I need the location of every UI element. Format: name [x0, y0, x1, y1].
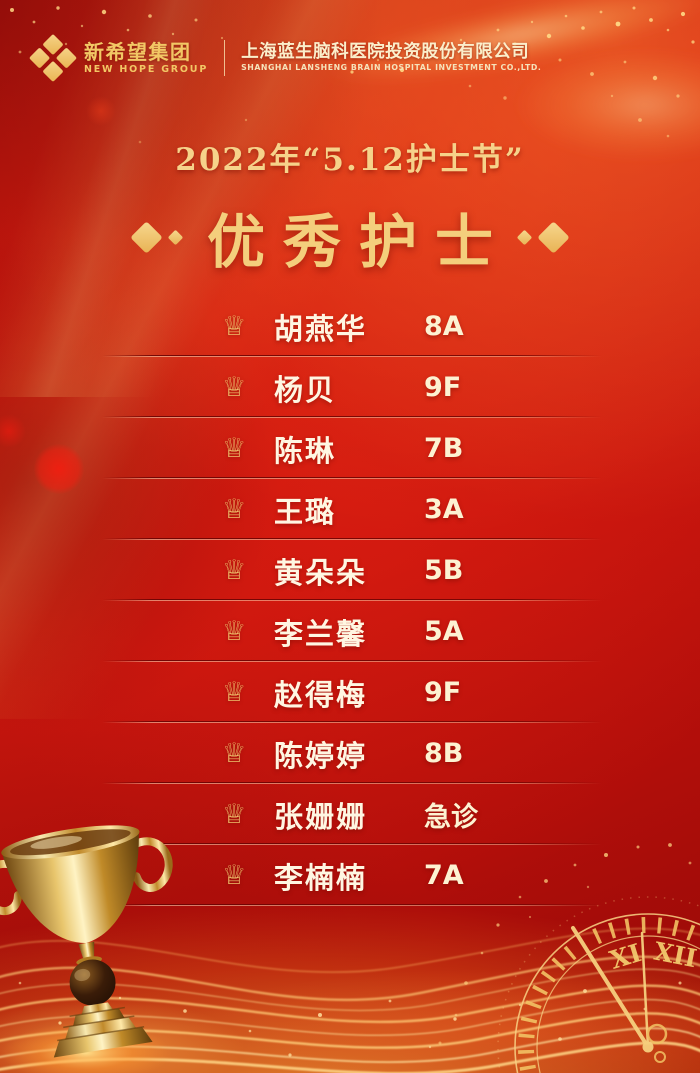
clock-numeral-xi: XI: [606, 938, 644, 975]
nurse-row: ♕ 黄朵朵 5B: [102, 540, 602, 601]
nurse-dept: 5A: [424, 616, 464, 647]
crown-icon: ♕: [222, 494, 247, 525]
diamond-icon: [537, 220, 570, 254]
crown-icon: ♕: [222, 677, 247, 708]
company-name-en: SHANGHAI LANSHENG BRAIN HOSPITAL INVESTM…: [241, 63, 542, 73]
clock-second-hand: [640, 931, 650, 1049]
crown-icon: ♕: [222, 555, 247, 586]
nurse-name: 黄朵朵: [274, 555, 368, 590]
diamond-icon: [167, 229, 184, 245]
nurse-row: ♕ 杨贝 9F: [102, 357, 602, 418]
row-divider: [102, 538, 602, 540]
brand-name-cn: 新希望集团: [84, 39, 192, 64]
header: 新希望集团 NEW HOPE GROUP 上海蓝生脑科医院投资股份有限公司 SH…: [28, 33, 542, 83]
nurse-dept: 急诊: [424, 802, 478, 833]
crown-icon: ♕: [222, 433, 247, 464]
clock-minute-hand: [571, 926, 650, 1049]
nurse-dept: 7B: [424, 433, 464, 464]
row-divider: [102, 477, 602, 479]
row-divider: [102, 660, 602, 662]
crown-icon: ♕: [222, 372, 247, 403]
nurse-dept: 3A: [424, 494, 464, 525]
diamond-decor-left: [130, 220, 184, 254]
brand-name-en: NEW HOPE GROUP: [84, 63, 209, 75]
title-block: 2022年“5.12护士节” 优秀护士: [0, 134, 700, 279]
bokeh-dot: [34, 444, 84, 494]
nurse-row: ♕ 陈婷婷 8B: [102, 723, 602, 784]
crown-icon: ♕: [222, 738, 247, 769]
crown-icon: ♕: [222, 799, 247, 830]
nurse-dept: 5B: [424, 555, 464, 586]
nurse-dept: 8A: [424, 311, 464, 342]
diamond-icon: [130, 220, 163, 254]
nurse-row: ♕ 胡燕华 8A: [102, 296, 602, 357]
nurse-name: 杨贝: [274, 372, 337, 407]
nurse-row: ♕ 陈琳 7B: [102, 418, 602, 479]
page-title: 优秀护士: [206, 208, 511, 276]
nurse-dept: 8B: [424, 738, 464, 769]
row-divider: [102, 416, 602, 418]
clock-decoration: XII XI: [438, 843, 700, 1073]
company-name-cn: 上海蓝生脑科医院投资股份有限公司: [241, 42, 530, 63]
nurse-name: 王璐: [274, 494, 337, 529]
nurse-row: ♕ 王璐 3A: [102, 479, 602, 540]
diamond-icon: [516, 229, 533, 245]
nurse-row: ♕ 李兰馨 5A: [102, 601, 602, 662]
row-divider: [102, 721, 602, 723]
nurse-row: ♕ 赵得梅 9F: [102, 662, 602, 723]
gold-dust-sparkles: [10, 0, 700, 160]
nurse-name: 胡燕华: [274, 311, 368, 346]
bokeh-dot: [0, 414, 26, 448]
brand-block: 新希望集团 NEW HOPE GROUP: [84, 39, 209, 75]
crown-icon: ♕: [222, 311, 247, 342]
clock-numeral-xii: XII: [652, 937, 700, 974]
nurse-name: 陈琳: [274, 433, 337, 468]
nurse-name: 李兰馨: [274, 616, 368, 651]
nurse-name: 赵得梅: [274, 677, 368, 712]
header-divider: [224, 40, 226, 76]
nurse-name: 陈婷婷: [274, 738, 368, 773]
nurse-dept: 9F: [424, 372, 462, 403]
event-subtitle: 2022年“5.12护士节”: [175, 142, 525, 178]
trophy-decoration: [0, 825, 173, 1073]
diamond-decor-right: [516, 220, 570, 254]
company-block: 上海蓝生脑科医院投资股份有限公司 SHANGHAI LANSHENG BRAIN…: [241, 42, 542, 73]
row-divider: [102, 599, 602, 601]
row-divider: [102, 355, 602, 357]
nurse-dept: 9F: [424, 677, 462, 708]
new-hope-logo-icon: [28, 33, 78, 83]
crown-icon: ♕: [222, 616, 247, 647]
nurse-name: 张姗姗: [274, 799, 368, 834]
